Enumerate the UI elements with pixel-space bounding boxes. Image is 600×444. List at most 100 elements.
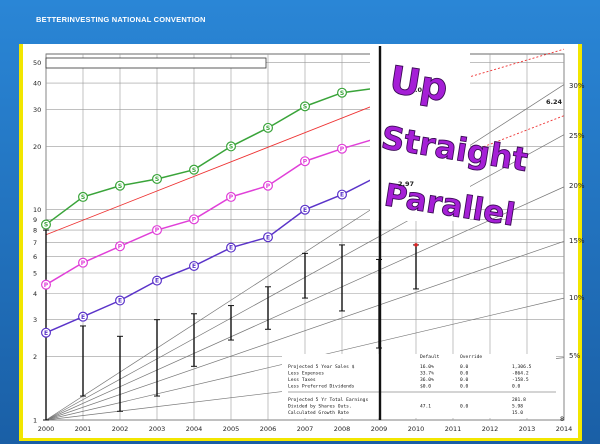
table-cell-0-1: 16.0% <box>420 364 434 370</box>
projection-table: Default Override Projected 5 Year Sales $ 1… <box>282 354 556 418</box>
x-tick-2013: 2013 <box>519 425 536 433</box>
rate-label-10%: 10% <box>569 294 585 302</box>
y-tick-4: 4 <box>33 290 37 298</box>
marker-E-2008 <box>337 189 348 200</box>
marker-letter-E-2008: E <box>340 192 344 199</box>
y-tick-5: 5 <box>33 270 37 278</box>
marker-P-2008 <box>337 143 348 154</box>
table-cell-4-3: 281.8 <box>512 397 526 403</box>
marker-letter-S-2007: S <box>303 103 307 110</box>
x-tick-2003: 2003 <box>149 425 166 433</box>
table-cell-2-2: 0.0 <box>460 377 469 383</box>
y-tick-20: 20 <box>33 143 41 151</box>
table-cell-2-1: 36.0% <box>420 377 434 383</box>
table-cell-3-1: $0.0 <box>420 384 431 390</box>
page-number: 8 <box>560 415 564 423</box>
marker-letter-E-2004: E <box>192 263 196 270</box>
x-tick-2014: 2014 <box>556 425 573 433</box>
rate-line-20% <box>45 186 565 421</box>
data-series: SSSSSSSSSSPPPPPPPPPPEEEEEEEEEE <box>40 82 402 338</box>
annotation-6-24: 6.24 <box>546 98 563 106</box>
marker-S-2008 <box>337 87 348 98</box>
marker-letter-S-2002: S <box>118 183 122 190</box>
table-cell-5-2: 0.0 <box>460 404 469 410</box>
series-line-E <box>45 175 380 334</box>
marker-letter-E-2007: E <box>303 207 307 214</box>
marker-letter-P-2001: P <box>81 260 86 267</box>
marker-letter-P-2002: P <box>118 243 123 250</box>
y-tick-7: 7 <box>33 239 37 247</box>
marker-S-2000 <box>40 219 51 230</box>
marker-E-2002 <box>114 295 125 306</box>
table-cell-1-2: 0.0 <box>460 371 469 377</box>
y-tick-2: 2 <box>33 353 37 361</box>
marker-letter-S-2004: S <box>192 167 196 174</box>
y-tick-1: 1 <box>33 417 37 425</box>
table-cell-0-0: Projected 5 Year Sales $ <box>288 364 355 370</box>
rate-label-25%: 25% <box>569 132 585 140</box>
table-cell-2-0: Less Taxes <box>288 377 316 383</box>
marker-S-2005 <box>226 141 237 152</box>
rate-label-15%: 15% <box>569 237 585 245</box>
x-tick-2002: 2002 <box>112 425 129 433</box>
marker-P-2003 <box>152 225 163 236</box>
marker-letter-E-2003: E <box>155 278 159 285</box>
y-tick-10: 10 <box>33 206 41 214</box>
marker-letter-P-2007: P <box>303 158 308 165</box>
table-header-1: Default <box>420 354 440 360</box>
annotation-dot-0: .0 <box>415 86 422 94</box>
marker-E-2007 <box>300 204 311 215</box>
table-cell-3-3: 0.0 <box>512 384 521 390</box>
marker-letter-P-2004: P <box>192 216 197 223</box>
marker-S-2001 <box>77 191 88 202</box>
table-cell-5-0: Divided by Shares Outs. <box>288 404 352 410</box>
projected-high-marker <box>414 243 418 247</box>
marker-letter-S-2003: S <box>155 176 159 183</box>
marker-S-2004 <box>189 164 200 175</box>
marker-S-2002 <box>114 180 125 191</box>
marker-S-2006 <box>263 122 274 133</box>
marker-letter-S-2006: S <box>266 125 270 132</box>
x-tick-2011: 2011 <box>445 425 462 433</box>
slide-title: BETTERINVESTING NATIONAL CONVENTION <box>36 15 206 24</box>
marker-letter-P-2000: P <box>44 282 49 289</box>
y-tick-40: 40 <box>33 80 41 88</box>
marker-E-2004 <box>189 260 200 271</box>
marker-S-2007 <box>300 101 311 112</box>
table-cell-6-0: Calculated Growth Rate <box>288 410 349 416</box>
table-cell-4-0: Projected 5 Yr Total Earnings <box>288 397 368 403</box>
marker-P-2000 <box>40 279 51 290</box>
table-cell-5-1: 47.1 <box>420 404 431 410</box>
marker-letter-P-2005: P <box>229 194 234 201</box>
y-tick-30: 30 <box>33 106 41 114</box>
slogan-backdrop <box>370 46 470 221</box>
x-tick-2008: 2008 <box>334 425 351 433</box>
table-cell-3-2: 0.0 <box>460 384 469 390</box>
marker-P-2007 <box>300 156 311 167</box>
rate-line-30% <box>45 84 565 421</box>
marker-letter-S-2001: S <box>81 194 85 201</box>
x-tick-2007: 2007 <box>297 425 314 433</box>
marker-E-2003 <box>152 275 163 286</box>
table-cell-3-0: Less Preferred Dividends <box>288 384 355 390</box>
marker-letter-E-2005: E <box>229 245 233 252</box>
rate-label-5%: 5% <box>569 352 580 360</box>
y-tick-3: 3 <box>33 316 37 324</box>
rate-label-20%: 20% <box>569 182 585 190</box>
marker-E-2001 <box>77 311 88 322</box>
y-tick-50: 50 <box>33 59 41 67</box>
slogan-up: Up <box>387 57 451 110</box>
marker-P-2006 <box>263 180 274 191</box>
table-cell-5-3: 5.98 <box>512 404 523 410</box>
rate-line-15% <box>45 240 565 421</box>
marker-letter-E-2006: E <box>266 234 270 241</box>
marker-letter-S-2008: S <box>340 90 344 97</box>
annotation-2-97: 2.97 <box>398 180 414 188</box>
marker-letter-S-2000: S <box>44 222 48 229</box>
x-tick-2006: 2006 <box>260 425 277 433</box>
marker-letter-E-2001: E <box>81 314 85 321</box>
series-line-S <box>45 87 380 226</box>
rate-label-30%: 30% <box>569 82 585 90</box>
y-tick-8: 8 <box>33 227 37 235</box>
marker-P-2004 <box>189 214 200 225</box>
